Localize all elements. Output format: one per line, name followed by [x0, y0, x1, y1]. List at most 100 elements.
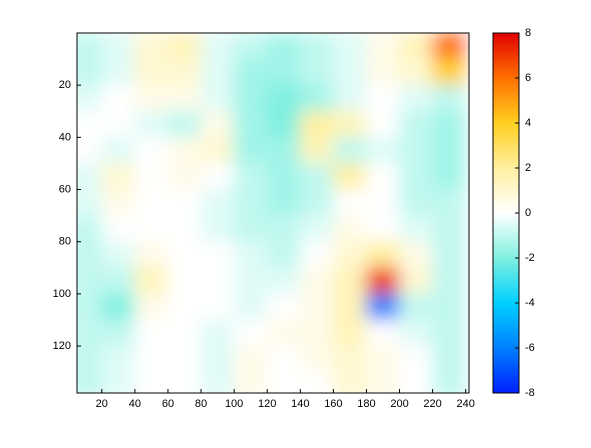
field-cell	[332, 319, 367, 347]
field-cell	[299, 345, 334, 373]
field-cell	[266, 58, 301, 86]
field-cell	[167, 162, 202, 191]
field-cell	[432, 136, 467, 164]
field-cell	[200, 110, 235, 138]
field-cell	[101, 110, 136, 138]
x-tick-label: 60	[162, 398, 174, 410]
field-cell	[134, 241, 169, 269]
field-cell	[101, 319, 136, 347]
plot-area	[77, 33, 469, 393]
field-cell	[299, 58, 334, 86]
field-cell	[233, 136, 268, 164]
x-tick-label: 160	[324, 398, 342, 410]
field-cell	[233, 241, 268, 269]
field-cell	[233, 215, 268, 243]
field-cell	[432, 293, 467, 321]
field-cell	[266, 33, 301, 60]
field-cell	[299, 110, 334, 138]
field-cell	[134, 110, 169, 138]
x-tick-label: 40	[129, 398, 141, 410]
field-cell	[332, 267, 367, 295]
field-cell	[77, 293, 103, 321]
field-cell	[77, 33, 103, 60]
field-cell	[134, 319, 169, 347]
field-cell	[167, 189, 202, 217]
field-cell	[432, 110, 467, 138]
field-cell	[299, 267, 334, 295]
colorbar-tick-label: 2	[525, 162, 531, 174]
field-cell	[77, 162, 103, 191]
field-cell	[299, 136, 334, 164]
field-cell	[399, 33, 434, 60]
field-cell	[77, 58, 103, 86]
field-cell	[432, 162, 467, 191]
field-cell	[77, 215, 103, 243]
field-cell	[200, 345, 235, 373]
plot-frame	[76, 32, 470, 394]
field-cell	[332, 110, 367, 138]
field-cell	[365, 84, 401, 112]
field-cell	[233, 58, 268, 86]
field-cell	[432, 33, 467, 60]
field-cell	[233, 84, 268, 112]
field-cell	[77, 267, 103, 295]
x-tick-label: 80	[195, 398, 207, 410]
field-cell	[299, 189, 334, 217]
field-cell	[399, 371, 434, 393]
field-cell	[134, 84, 169, 112]
field-cell	[332, 293, 367, 321]
field-cell	[77, 241, 103, 269]
field-cell	[77, 189, 103, 217]
field-cell	[233, 293, 268, 321]
field-cell	[167, 33, 202, 60]
field-cell	[200, 189, 235, 217]
field-cell	[167, 371, 202, 393]
field-cell	[101, 136, 136, 164]
field-cell	[134, 215, 169, 243]
field-cell	[365, 136, 401, 164]
field-cell	[101, 371, 136, 393]
field-cell	[299, 241, 334, 269]
field-cell	[365, 33, 401, 60]
field-cell	[200, 293, 235, 321]
x-tick-label: 140	[291, 398, 309, 410]
field-cell	[77, 110, 103, 138]
field-cell	[365, 293, 401, 321]
field-cell	[167, 84, 202, 112]
field-cell	[101, 33, 136, 60]
field-cell	[233, 162, 268, 191]
field-cell	[432, 215, 467, 243]
field-cell	[299, 371, 334, 393]
field-cell	[299, 33, 334, 60]
field-cell	[167, 215, 202, 243]
field-cell	[101, 293, 136, 321]
colorbar-tick-label: -4	[525, 297, 535, 309]
field-cell	[432, 371, 467, 393]
x-tick-label: 180	[357, 398, 375, 410]
field-cell	[266, 267, 301, 295]
colorbar-tick-label: -2	[525, 252, 535, 264]
field-cell	[399, 215, 434, 243]
field-cell	[134, 371, 169, 393]
x-tick-label: 20	[96, 398, 108, 410]
field-cell	[266, 241, 301, 269]
field-cell	[200, 267, 235, 295]
field-cell	[233, 110, 268, 138]
colorbar-tick-label: -8	[525, 387, 535, 399]
field-cell	[299, 162, 334, 191]
colorbar-tick-label: 6	[525, 72, 531, 84]
field-cell	[233, 371, 268, 393]
field-cell	[200, 241, 235, 269]
field-cell	[200, 84, 235, 112]
field-cell	[299, 293, 334, 321]
field-cell	[134, 293, 169, 321]
field-cell	[200, 215, 235, 243]
field-cell	[399, 267, 434, 295]
field-cell	[233, 345, 268, 373]
field-cell	[233, 319, 268, 347]
field-cell	[134, 33, 169, 60]
field-cell	[299, 215, 334, 243]
field-cell	[332, 136, 367, 164]
field-cell	[134, 136, 169, 164]
